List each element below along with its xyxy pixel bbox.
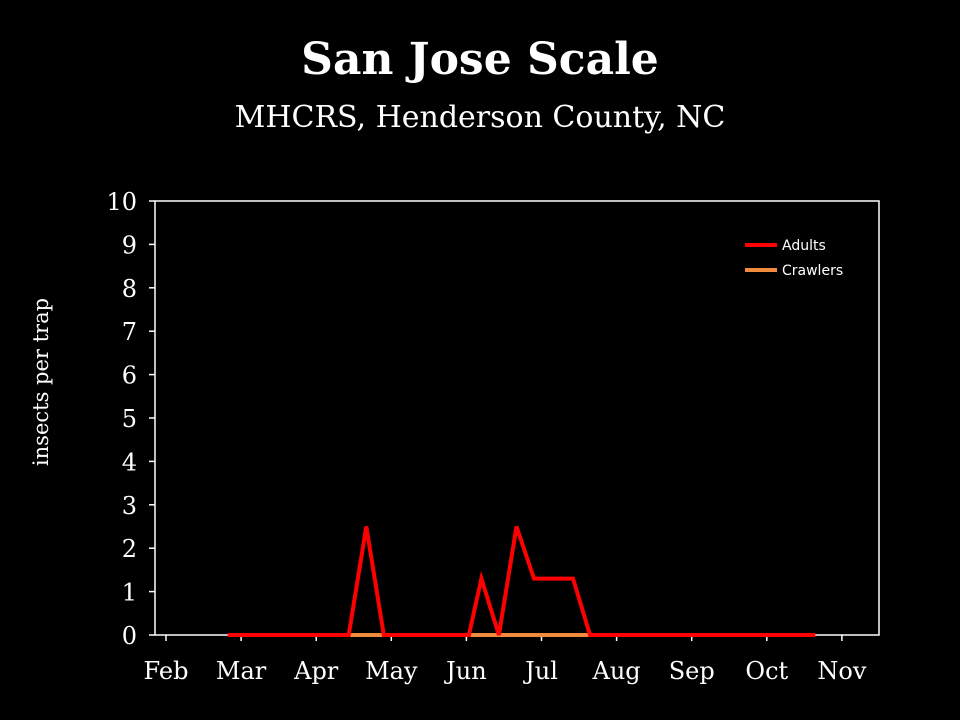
y-tick-label: 6: [122, 362, 137, 390]
plot-frame: [154, 200, 880, 636]
x-tick-label: Apr: [293, 657, 339, 685]
y-tick-label: 5: [122, 405, 137, 433]
y-tick-label: 4: [122, 448, 137, 476]
slide-title: San Jose Scale: [301, 34, 659, 85]
x-axis: Feb Mar Apr May Jun Jul Aug Sep Oct Nov: [144, 635, 867, 685]
y-tick-label: 2: [122, 535, 137, 563]
y-axis-title: insects per trap: [29, 298, 53, 466]
x-tick-label: Nov: [817, 657, 866, 685]
y-tick-label: 1: [122, 579, 137, 607]
x-tick-label: Feb: [144, 657, 189, 685]
x-tick-label: Aug: [592, 657, 641, 685]
legend-label-crawlers: Crawlers: [782, 263, 843, 279]
series-layer: [227, 525, 816, 637]
x-tick-label: May: [365, 657, 418, 685]
legend: Adults Crawlers: [745, 238, 843, 279]
x-tick-label: Mar: [216, 657, 267, 685]
legend-label-adults: Adults: [782, 238, 826, 254]
y-tick-label: 9: [122, 231, 137, 259]
x-tick-label: Jun: [443, 657, 487, 685]
y-tick-label: 3: [122, 492, 137, 520]
y-tick-label: 10: [106, 188, 137, 216]
series-line-adults: [227, 525, 816, 637]
x-tick-label: Sep: [669, 657, 715, 685]
y-tick-label: 0: [122, 622, 137, 650]
x-tick-label: Jul: [522, 657, 558, 685]
y-tick-label: 7: [122, 318, 137, 346]
y-tick-label: 8: [122, 275, 137, 303]
slide-subtitle: MHCRS, Henderson County, NC: [234, 100, 726, 135]
x-tick-label: Oct: [745, 657, 788, 685]
y-axis: 0 1 2 3 4 5 6 7 8 9 10: [106, 188, 155, 650]
